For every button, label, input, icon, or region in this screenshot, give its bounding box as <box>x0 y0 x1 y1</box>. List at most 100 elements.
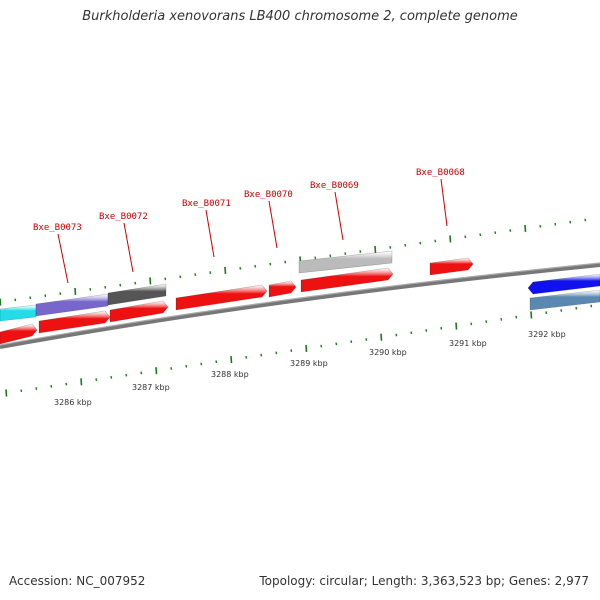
gene-label: Bxe_B0070 <box>244 190 293 200</box>
gene-leader-line <box>268 200 278 249</box>
lower-minor-tick <box>140 371 143 375</box>
lower-minor-tick <box>335 342 338 346</box>
lower-minor-tick <box>95 378 98 382</box>
lower-major-tick <box>80 378 83 386</box>
lower-minor-tick <box>185 364 188 368</box>
lower-minor-tick <box>485 320 488 324</box>
lower-minor-tick <box>125 373 128 377</box>
upper-minor-tick <box>584 218 587 222</box>
upper-minor-tick <box>269 262 272 266</box>
forward-gene <box>0 323 38 345</box>
lower-minor-tick <box>365 338 368 341</box>
scale-label: 3287 kbp <box>132 383 170 392</box>
lower-minor-tick <box>440 326 443 330</box>
cyan-feature <box>0 304 37 322</box>
lower-major-tick <box>455 322 458 330</box>
upper-minor-tick <box>359 250 362 253</box>
lower-minor-tick <box>110 375 113 379</box>
scale-labels: 3286 kbp 3287 kbp 3288 kbp 3289 kbp 3290 kbp… <box>54 330 566 407</box>
gene-label: Bxe_B0068 <box>416 168 465 178</box>
upper-minor-tick <box>494 231 497 235</box>
lower-minor-tick <box>320 344 323 348</box>
map-title: Burkholderia xenovorans LB400 chromosome… <box>82 9 518 24</box>
upper-minor-tick <box>254 264 257 268</box>
lower-minor-tick <box>395 333 398 337</box>
upper-minor-tick <box>284 260 287 264</box>
forward-gene <box>175 284 268 311</box>
upper-tick-row <box>0 218 587 306</box>
lower-minor-tick <box>275 351 278 355</box>
upper-major-tick <box>224 266 227 275</box>
gene-label: Bxe_B0072 <box>99 212 148 222</box>
gene-leader-line <box>334 191 344 241</box>
upper-minor-tick <box>194 273 197 277</box>
blue-feature <box>527 273 600 295</box>
lower-minor-tick <box>515 315 518 319</box>
upper-minor-tick <box>59 292 62 295</box>
upper-major-tick <box>0 298 2 306</box>
upper-major-tick <box>149 277 152 285</box>
upper-minor-tick <box>479 233 482 237</box>
gene-leader-line <box>440 178 448 227</box>
upper-minor-tick <box>434 239 437 243</box>
forward-gene <box>38 310 111 334</box>
lower-major-tick <box>5 389 8 397</box>
lower-minor-tick <box>170 367 173 370</box>
feature-track <box>0 250 600 345</box>
upper-minor-tick <box>314 256 317 260</box>
lower-minor-tick <box>200 362 203 366</box>
upper-minor-tick <box>344 252 347 256</box>
steel-feature <box>529 289 600 311</box>
upper-minor-tick <box>569 220 572 224</box>
lower-minor-tick <box>470 322 473 326</box>
lower-minor-tick <box>245 355 248 359</box>
upper-minor-tick <box>404 243 407 247</box>
genome-backbone <box>0 262 600 349</box>
upper-minor-tick <box>29 296 32 300</box>
forward-gene <box>429 257 474 276</box>
upper-minor-tick <box>89 287 92 291</box>
upper-minor-tick <box>509 229 512 232</box>
upper-minor-tick <box>539 224 542 228</box>
upper-minor-tick <box>554 222 557 226</box>
upper-minor-tick <box>179 275 182 279</box>
lower-minor-tick <box>545 311 548 315</box>
upper-minor-tick <box>329 254 332 258</box>
scale-label: 3291 kbp <box>449 339 487 348</box>
upper-minor-tick <box>44 294 47 298</box>
scale-label: 3292 kbp <box>528 330 566 339</box>
scale-label: 3290 kbp <box>369 348 407 357</box>
lower-minor-tick <box>35 387 38 390</box>
upper-minor-tick <box>239 266 242 270</box>
lower-minor-tick <box>290 349 293 353</box>
lower-minor-tick <box>590 304 593 308</box>
upper-minor-tick <box>104 285 107 289</box>
gene-label: Bxe_B0073 <box>33 223 82 233</box>
upper-major-tick <box>449 235 452 243</box>
lower-major-tick <box>155 367 158 375</box>
scale-label: 3286 kbp <box>54 398 92 407</box>
gene-label: Bxe_B0069 <box>310 181 359 191</box>
gene-leader-line <box>205 209 215 258</box>
lower-minor-tick <box>410 331 413 335</box>
lower-minor-tick <box>260 353 263 357</box>
lower-major-tick <box>230 355 233 364</box>
gene-leader-line <box>123 222 134 273</box>
upper-major-tick <box>74 287 77 296</box>
lower-tick-row <box>5 304 593 397</box>
upper-minor-tick <box>119 283 122 287</box>
upper-minor-tick <box>419 241 422 245</box>
accession-text: Accession: NC_007952 <box>9 574 146 588</box>
scale-label: 3289 kbp <box>290 359 328 368</box>
lower-minor-tick <box>425 329 428 332</box>
lower-minor-tick <box>215 360 218 364</box>
genome-summary-text: Topology: circular; Length: 3,363,523 bp… <box>259 574 589 588</box>
lower-minor-tick <box>560 309 563 312</box>
upper-major-tick <box>374 245 377 253</box>
lower-minor-tick <box>50 384 53 388</box>
upper-minor-tick <box>464 235 467 239</box>
lower-minor-tick <box>500 317 503 321</box>
purple-feature <box>35 293 109 317</box>
gene-labels: Bxe_B0073 Bxe_B0072 Bxe_B0071 Bxe_B0070 Bxe_… <box>33 168 465 284</box>
lower-major-tick <box>530 311 533 319</box>
